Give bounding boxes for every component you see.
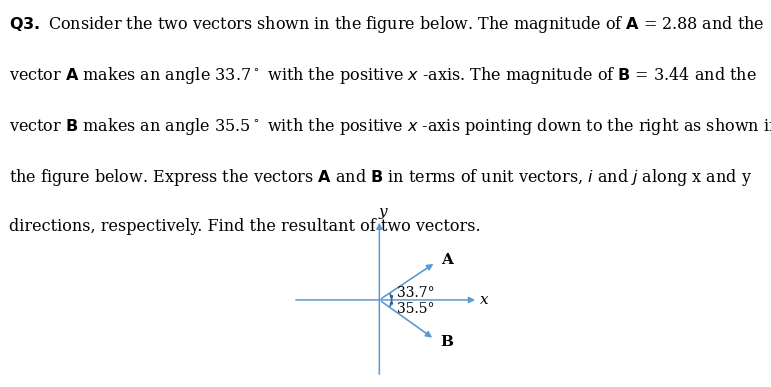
Text: vector $\mathbf{B}$ makes an angle 35.5$^\circ$ with the positive $x$ -axis poin: vector $\mathbf{B}$ makes an angle 35.5$… — [9, 116, 771, 137]
Text: the figure below. Express the vectors $\mathbf{A}$ and $\mathbf{B}$ in terms of : the figure below. Express the vectors $\… — [9, 167, 752, 188]
Text: x: x — [480, 293, 488, 307]
Text: 33.7°: 33.7° — [396, 286, 434, 300]
Text: A: A — [441, 253, 453, 267]
Text: B: B — [440, 335, 453, 349]
Text: 35.5°: 35.5° — [396, 302, 434, 316]
Text: directions, respectively. Find the resultant of two vectors.: directions, respectively. Find the resul… — [9, 218, 481, 235]
Text: vector $\mathbf{A}$ makes an angle 33.7$^\circ$ with the positive $x$ -axis. The: vector $\mathbf{A}$ makes an angle 33.7$… — [9, 65, 757, 86]
Text: $\mathbf{Q3.}$ Consider the two vectors shown in the figure below. The magnitude: $\mathbf{Q3.}$ Consider the two vectors … — [9, 14, 765, 34]
Text: y: y — [379, 205, 387, 219]
